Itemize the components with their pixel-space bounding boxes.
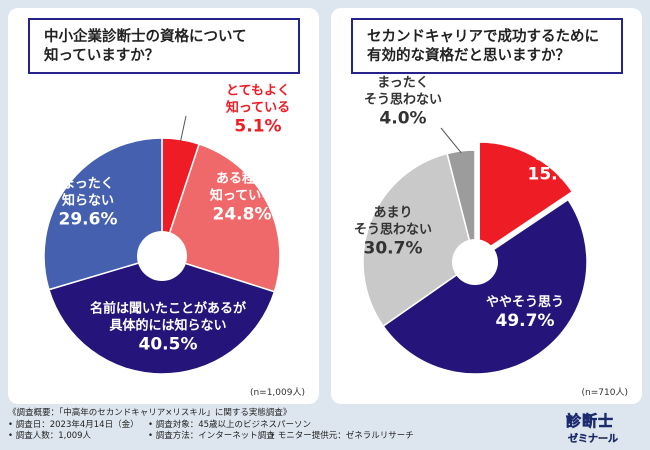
slice-percent: 24.8% — [213, 205, 272, 225]
slice-label: 知らない — [62, 193, 114, 209]
slice-percent: 5.1% — [234, 117, 281, 137]
survey-summary: 《調査概要：「中高年のセカンドキャリア×リスキル」に関する実態調査》 — [8, 408, 292, 418]
slice-percent: 15.6% — [528, 165, 587, 185]
pie-slice — [47, 255, 276, 375]
slice-label: ある程度 — [216, 171, 269, 187]
pie-slice — [478, 141, 574, 256]
slice-percent: 29.6% — [59, 210, 118, 230]
pie-slice — [446, 149, 476, 263]
chart-panel-awareness: 中小企業診断士の資格について 知っていますか？ とてもよく 知っている 5.1% ある… — [8, 8, 319, 404]
slice-label: まったく — [62, 177, 113, 192]
logo-text-sub: ゼミナール — [568, 434, 618, 445]
slice-percent: 49.7% — [496, 311, 555, 331]
question-line-1: セカンドキャリアで成功するために — [367, 29, 599, 45]
slice-percent: 40.5% — [139, 335, 198, 355]
slice-label: そう思わない — [364, 93, 442, 108]
question-line-2: 有効的な資格だと思いますか？ — [367, 48, 570, 64]
question-box: 中小企業診断士の資格について 知っていますか？ — [28, 18, 300, 74]
logo-text-main: 診断士 — [566, 412, 615, 431]
question-line-2: 知っていますか？ — [44, 48, 160, 64]
sample-size: (n=1,009人) — [249, 388, 305, 398]
survey-method: • 調査方法：インターネット調査 — [148, 431, 275, 441]
slice-label: 知っている — [210, 188, 274, 204]
pie-slice — [382, 198, 588, 375]
pie-slice — [43, 137, 163, 291]
leader-line — [440, 127, 462, 154]
survey-footer: 《調査概要：「中高年のセカンドキャリア×リスキル」に関する実態調査》 • 調査日… — [8, 408, 414, 443]
survey-provider: • モニター提供元：ゼネラルリサーチ — [270, 431, 414, 441]
brand-logo: 診断士 ゼミナール — [566, 410, 644, 446]
pie-slice — [362, 152, 476, 328]
slice-label: 具体的には知らない — [109, 318, 226, 334]
slice-label: あまり — [373, 206, 412, 221]
survey-target: • 調査対象：45歳以上のビジネスパーソン — [148, 419, 312, 430]
leader-line — [180, 115, 187, 142]
pie-center-hole — [137, 231, 187, 281]
slice-label: まったく — [377, 76, 428, 91]
slice-label: ややそう思う — [486, 295, 564, 310]
survey-date: • 調査日：2023年4月14日（金） — [8, 419, 139, 430]
pie-chart-awareness: とてもよく知っている5.1%ある程度知っている24.8%名前は聞いたことがあるが… — [43, 84, 290, 375]
pie-slice — [161, 143, 281, 293]
pie-chart-usefulness: とてもそう思う15.6%ややそう思う49.7%あまりそう思わない30.7%まった… — [354, 76, 588, 375]
question-box: セカンドキャリアで成功するために 有効的な資格だと思いますか？ — [351, 18, 623, 74]
slice-label: そう思う — [531, 149, 583, 164]
survey-count: • 調査人数：1,009人 — [8, 431, 92, 441]
question-line-1: 中小企業診断士の資格について — [44, 29, 247, 45]
slice-percent: 30.7% — [364, 239, 423, 259]
slice-label: 知っている — [226, 100, 290, 116]
slice-percent: 4.0% — [379, 109, 426, 129]
pie-center-hole — [452, 239, 498, 285]
slice-label: 名前は聞いたことがあるが — [90, 301, 246, 317]
chart-panel-usefulness: セカンドキャリアで成功するために 有効的な資格だと思いますか？ とてもそう思う 1… — [331, 8, 642, 404]
slice-label: とてもよく — [226, 84, 290, 99]
slice-label: とても — [538, 132, 576, 147]
sample-size: (n=710人) — [581, 388, 628, 398]
slice-label: そう思わない — [354, 223, 432, 238]
